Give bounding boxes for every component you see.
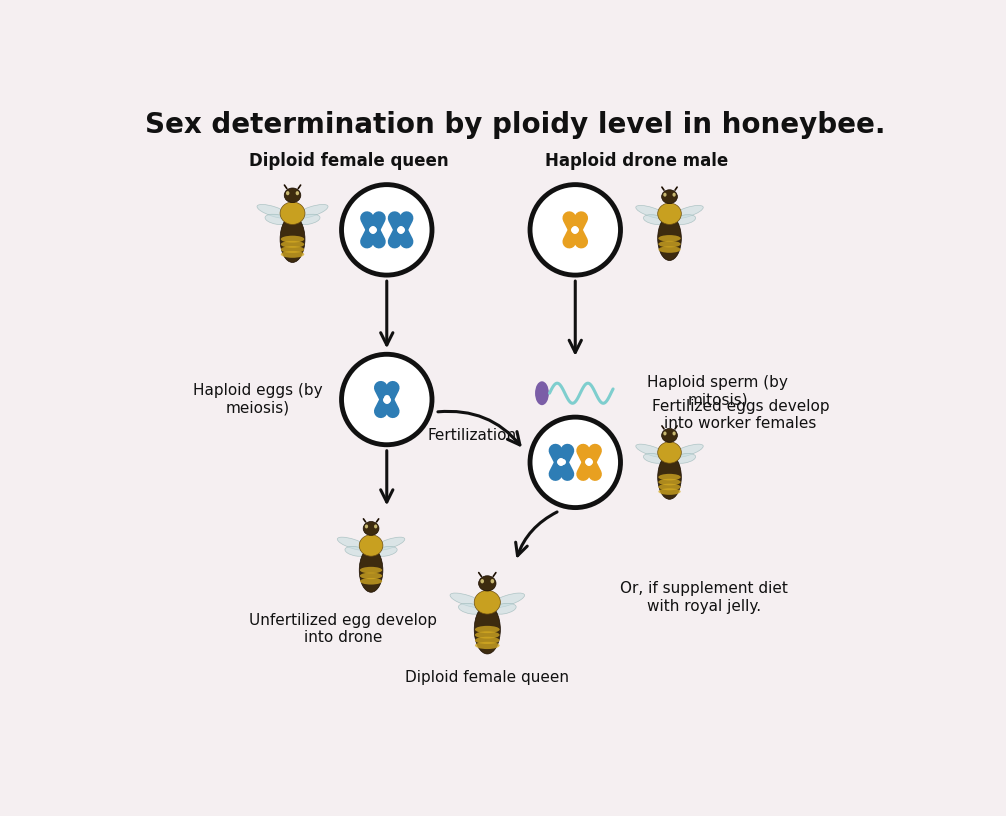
Text: Haploid sperm (by
mitosis): Haploid sperm (by mitosis) <box>648 375 789 407</box>
Ellipse shape <box>658 441 681 463</box>
FancyArrowPatch shape <box>516 512 557 556</box>
Ellipse shape <box>281 246 304 253</box>
Ellipse shape <box>337 537 368 551</box>
Circle shape <box>341 354 432 445</box>
Ellipse shape <box>658 203 681 224</box>
Ellipse shape <box>663 432 667 436</box>
Ellipse shape <box>296 191 299 195</box>
Ellipse shape <box>286 191 290 195</box>
Circle shape <box>530 184 621 275</box>
Ellipse shape <box>475 632 500 639</box>
Text: Fertilized eggs develop
into worker females: Fertilized eggs develop into worker fema… <box>652 399 829 432</box>
Ellipse shape <box>281 236 304 242</box>
Ellipse shape <box>658 241 681 247</box>
Ellipse shape <box>265 215 289 224</box>
Ellipse shape <box>636 444 667 458</box>
Text: Fertilization: Fertilization <box>427 428 516 443</box>
Ellipse shape <box>475 626 500 633</box>
Ellipse shape <box>662 190 677 203</box>
Ellipse shape <box>281 251 304 258</box>
Ellipse shape <box>491 603 516 614</box>
Circle shape <box>530 417 621 508</box>
Ellipse shape <box>474 591 500 614</box>
Ellipse shape <box>672 432 676 436</box>
Ellipse shape <box>662 428 677 442</box>
Ellipse shape <box>365 525 368 529</box>
FancyArrowPatch shape <box>438 411 520 445</box>
Ellipse shape <box>280 215 305 263</box>
Ellipse shape <box>285 188 301 202</box>
Ellipse shape <box>360 578 382 584</box>
Ellipse shape <box>658 216 681 260</box>
Ellipse shape <box>658 246 681 253</box>
Ellipse shape <box>475 642 500 649</box>
Text: Haploid eggs (by
meiosis): Haploid eggs (by meiosis) <box>193 384 323 415</box>
Ellipse shape <box>459 603 484 614</box>
Ellipse shape <box>374 547 397 557</box>
Ellipse shape <box>672 444 703 458</box>
Ellipse shape <box>644 454 666 463</box>
Text: Or, if supplement diet
with royal jelly.: Or, if supplement diet with royal jelly. <box>620 581 788 614</box>
Ellipse shape <box>644 215 666 224</box>
Ellipse shape <box>481 579 484 583</box>
Text: Diploid female queen: Diploid female queen <box>405 671 569 685</box>
Ellipse shape <box>658 484 681 490</box>
Ellipse shape <box>373 537 404 551</box>
Ellipse shape <box>474 605 500 654</box>
Text: Haploid drone male: Haploid drone male <box>544 152 727 170</box>
Ellipse shape <box>296 215 320 224</box>
Ellipse shape <box>363 521 379 535</box>
Ellipse shape <box>535 381 549 406</box>
Ellipse shape <box>658 479 681 486</box>
Ellipse shape <box>280 202 305 224</box>
Ellipse shape <box>658 488 681 494</box>
Ellipse shape <box>658 235 681 242</box>
Ellipse shape <box>360 573 382 579</box>
Ellipse shape <box>359 534 383 557</box>
Ellipse shape <box>636 206 667 219</box>
Ellipse shape <box>490 593 524 608</box>
Ellipse shape <box>374 525 377 529</box>
Ellipse shape <box>672 206 703 219</box>
Text: Sex determination by ploidy level in honeybee.: Sex determination by ploidy level in hon… <box>145 111 886 139</box>
Ellipse shape <box>360 567 382 574</box>
Ellipse shape <box>673 454 695 463</box>
Ellipse shape <box>673 215 695 224</box>
Ellipse shape <box>450 593 485 608</box>
Ellipse shape <box>658 455 681 499</box>
Ellipse shape <box>295 205 328 219</box>
Ellipse shape <box>345 547 367 557</box>
Ellipse shape <box>658 474 681 481</box>
Text: Unfertilized egg develop
into drone: Unfertilized egg develop into drone <box>248 613 437 645</box>
Ellipse shape <box>475 636 500 644</box>
Circle shape <box>341 184 432 275</box>
Ellipse shape <box>359 548 383 592</box>
Ellipse shape <box>491 579 494 583</box>
Text: Diploid female queen: Diploid female queen <box>249 152 449 170</box>
Ellipse shape <box>479 576 496 591</box>
Ellipse shape <box>663 193 667 197</box>
Ellipse shape <box>281 241 304 248</box>
Ellipse shape <box>257 205 290 219</box>
Ellipse shape <box>672 193 676 197</box>
